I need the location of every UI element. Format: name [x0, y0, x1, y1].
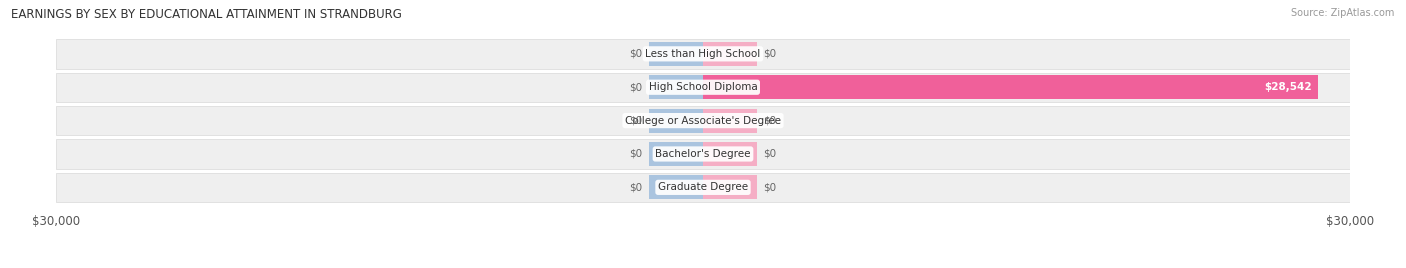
Text: High School Diploma: High School Diploma — [648, 82, 758, 92]
Bar — [703, 109, 756, 133]
Bar — [703, 142, 756, 166]
Text: $0: $0 — [630, 82, 643, 92]
Bar — [650, 75, 703, 99]
Text: $0: $0 — [630, 49, 643, 59]
Text: $0: $0 — [630, 182, 643, 192]
Bar — [703, 175, 756, 199]
Bar — [650, 175, 703, 199]
Text: $0: $0 — [763, 149, 776, 159]
Bar — [650, 142, 703, 166]
Bar — [703, 75, 1319, 99]
Bar — [56, 173, 1350, 202]
Text: $0: $0 — [763, 116, 776, 126]
Text: $0: $0 — [763, 49, 776, 59]
Text: $0: $0 — [630, 116, 643, 126]
Bar — [56, 106, 1350, 135]
Text: $0: $0 — [763, 182, 776, 192]
Bar — [703, 42, 756, 66]
Text: College or Associate's Degree: College or Associate's Degree — [626, 116, 780, 126]
Text: $0: $0 — [630, 149, 643, 159]
Text: Graduate Degree: Graduate Degree — [658, 182, 748, 192]
Text: Source: ZipAtlas.com: Source: ZipAtlas.com — [1291, 8, 1395, 18]
Bar — [650, 109, 703, 133]
Text: Bachelor's Degree: Bachelor's Degree — [655, 149, 751, 159]
Bar — [56, 73, 1350, 102]
Bar — [56, 139, 1350, 169]
Bar — [650, 42, 703, 66]
Text: $28,542: $28,542 — [1264, 82, 1312, 92]
Text: Less than High School: Less than High School — [645, 49, 761, 59]
Bar — [56, 39, 1350, 69]
Text: EARNINGS BY SEX BY EDUCATIONAL ATTAINMENT IN STRANDBURG: EARNINGS BY SEX BY EDUCATIONAL ATTAINMEN… — [11, 8, 402, 21]
